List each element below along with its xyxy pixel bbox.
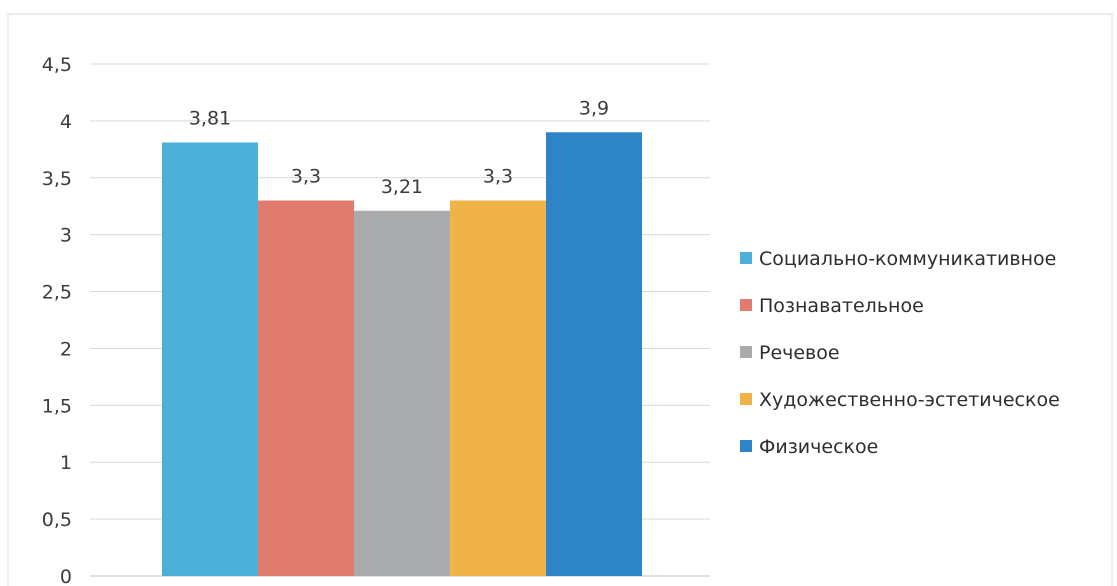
legend-swatch bbox=[740, 252, 752, 264]
bar bbox=[546, 132, 642, 576]
y-tick-label: 4 bbox=[60, 111, 72, 133]
bars bbox=[162, 132, 642, 577]
legend-label: Познавательное bbox=[759, 295, 924, 317]
y-tick-label: 0,5 bbox=[42, 509, 72, 531]
y-tick-label: 1 bbox=[60, 452, 72, 474]
legend-swatch bbox=[740, 393, 752, 405]
legend-swatch bbox=[740, 440, 752, 452]
legend-label: Художественно-эстетическое bbox=[759, 389, 1060, 411]
y-tick-label: 0 bbox=[60, 566, 72, 586]
data-label: 3,3 bbox=[291, 166, 321, 188]
legend: Социально-коммуникативное Познавательное Р… bbox=[740, 248, 1060, 458]
bar bbox=[258, 200, 354, 577]
y-axis-ticks: 0 0,5 1 1,5 2 2,5 3 3,5 4 4,5 bbox=[42, 54, 72, 586]
y-tick-label: 4,5 bbox=[42, 54, 72, 76]
data-labels: 3,81 3,3 3,21 3,3 3,9 bbox=[189, 97, 609, 198]
data-label: 3,81 bbox=[189, 108, 231, 130]
data-label: 3,9 bbox=[579, 97, 609, 119]
legend-label: Физическое bbox=[759, 436, 878, 458]
bar bbox=[354, 210, 450, 577]
data-label: 3,3 bbox=[483, 166, 513, 188]
legend-swatch bbox=[740, 299, 752, 311]
y-tick-label: 3 bbox=[60, 225, 72, 247]
legend-label: Социально-коммуникативное bbox=[759, 248, 1056, 270]
data-label: 3,21 bbox=[381, 176, 423, 198]
y-tick-label: 3,5 bbox=[42, 168, 72, 190]
y-tick-label: 1,5 bbox=[42, 395, 72, 417]
bar bbox=[162, 142, 258, 577]
y-tick-label: 2 bbox=[60, 338, 72, 360]
legend-swatch bbox=[740, 346, 752, 358]
bar bbox=[450, 200, 546, 577]
legend-label: Речевое bbox=[759, 342, 840, 364]
y-tick-label: 2,5 bbox=[42, 282, 72, 304]
